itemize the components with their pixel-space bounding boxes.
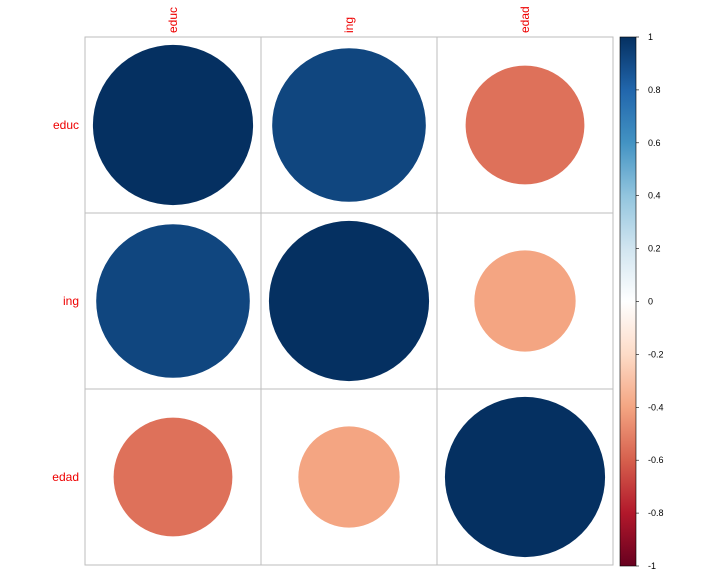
colorbar-tick-label: 0.4	[648, 191, 661, 201]
corr-circle-edad-ing	[298, 426, 400, 528]
row-label-edad: edad	[52, 470, 79, 484]
colorbar-tick-label: 0.6	[648, 138, 661, 148]
colorbar-tick-label: -1	[648, 561, 656, 571]
col-label-educ: educ	[166, 7, 180, 33]
corr-circle-edad-educ	[113, 417, 233, 537]
grid	[84, 36, 614, 566]
colorbar: 1 0.8 0.6 0.4 0.2 0 -0.2 -0.4 -0.6 -0.8 -1	[619, 32, 664, 571]
col-label-ing: ing	[342, 17, 356, 33]
grid-cell	[436, 388, 614, 566]
colorbar-tick-label: -0.2	[648, 349, 664, 359]
corr-circle-educ-educ	[92, 44, 254, 206]
axis-labels: educ ing edad educ ing edad	[52, 6, 532, 484]
col-label-edad: edad	[518, 6, 532, 33]
corr-circle-ing-edad	[474, 250, 576, 352]
colorbar-tick-label: -0.6	[648, 455, 664, 465]
colorbar-tick-label: -0.4	[648, 402, 664, 412]
row-label-educ: educ	[53, 118, 79, 132]
colorbar-tick-label: 0.8	[648, 85, 661, 95]
colorbar-tick-label: 1	[648, 32, 653, 42]
corr-circle-ing-ing	[268, 220, 430, 382]
colorbar-tick-label: 0	[648, 297, 653, 307]
corr-circle-educ-ing	[272, 48, 426, 202]
colorbar-tick-label: -0.8	[648, 508, 664, 518]
correlation-circles	[92, 44, 606, 558]
colorbar-gradient	[619, 36, 637, 567]
corr-circle-educ-edad	[465, 65, 585, 185]
row-label-ing: ing	[63, 294, 79, 308]
colorbar-tick-label: 0.2	[648, 244, 661, 254]
corr-circle-edad-edad	[444, 396, 606, 558]
corr-circle-ing-educ	[96, 224, 250, 378]
